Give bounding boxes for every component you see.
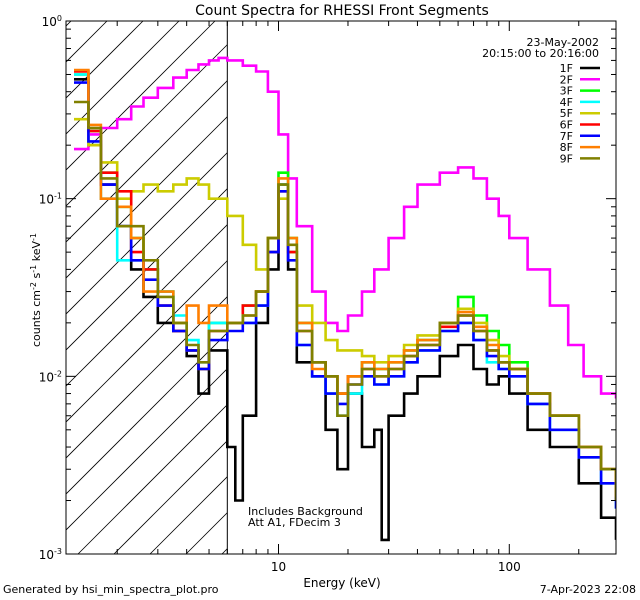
legend-label-8F: 8F <box>560 141 573 154</box>
y-tick-label: 10-2 <box>39 369 62 384</box>
x-tick-label: 100 <box>498 560 521 574</box>
series-9F-line <box>74 100 616 501</box>
y-tick-label: 100 <box>42 14 62 29</box>
y-tick-label: 10-3 <box>39 547 62 562</box>
timestamp-label: 7-Apr-2023 22:08 <box>539 583 636 596</box>
hatched-region <box>66 21 616 554</box>
legend-label-3F: 3F <box>560 85 573 98</box>
hatch-line <box>66 21 180 135</box>
series-group <box>74 56 616 542</box>
y-axis-label: counts cm-2 s-1 keV-1 <box>29 233 43 347</box>
hatch-line <box>66 21 216 171</box>
legend-label-6F: 6F <box>560 119 573 132</box>
x-axis-label: Energy (keV) <box>303 576 380 590</box>
y-tick-label: 10-1 <box>39 192 62 207</box>
annotation-attenuator: Att A1, FDecim 3 <box>248 516 341 529</box>
hatch-line <box>66 21 252 207</box>
axis-ticks: 10 100 100 10-1 10-2 10-3 <box>39 14 616 574</box>
annotation-background: Includes Background <box>248 505 363 518</box>
legend-label-9F: 9F <box>560 152 573 165</box>
legend-label-2F: 2F <box>560 73 573 86</box>
series-2F-line <box>74 56 616 399</box>
y-axis-label-text: counts cm-2 s-1 keV-1 <box>29 233 43 347</box>
x-tick-label: 10 <box>271 560 286 574</box>
plot-frame <box>65 20 617 555</box>
hatch-line <box>66 21 288 243</box>
legend-label-7F: 7F <box>560 130 573 143</box>
legend-label-4F: 4F <box>560 96 573 109</box>
hatch-mask <box>227 21 616 554</box>
time-range-label: 20:15:00 to 20:16:00 <box>482 47 599 60</box>
legend-label-1F: 1F <box>560 62 573 75</box>
legend-label-5F: 5F <box>560 107 573 120</box>
date-label: 23-May-2002 <box>527 36 599 49</box>
generated-by-label: Generated by hsi_min_spectra_plot.pro <box>3 583 219 596</box>
chart-title: Count Spectra for RHESSI Front Segments <box>195 3 489 19</box>
